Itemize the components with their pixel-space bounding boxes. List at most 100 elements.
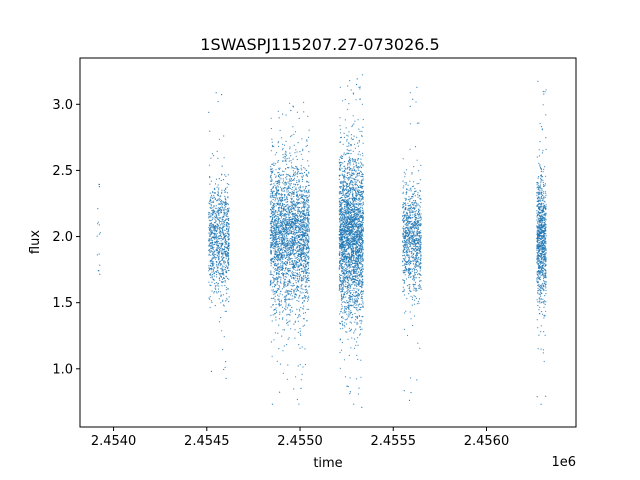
- scatter-point: [270, 177, 272, 179]
- scatter-point: [304, 266, 306, 268]
- scatter-point: [292, 298, 294, 300]
- scatter-point: [348, 303, 350, 305]
- scatter-point: [355, 200, 357, 202]
- scatter-point: [303, 234, 306, 236]
- scatter-point: [356, 184, 358, 186]
- scatter-point: [302, 194, 304, 196]
- scatter-point: [278, 324, 280, 326]
- scatter-point: [298, 209, 300, 211]
- scatter-point: [291, 162, 293, 164]
- scatter-point: [211, 209, 213, 212]
- scatter-point: [223, 248, 225, 251]
- scatter-point: [273, 243, 275, 245]
- scatter-point: [98, 186, 100, 188]
- scatter-point: [359, 333, 361, 335]
- scatter-point: [293, 172, 295, 174]
- scatter-point: [301, 237, 303, 239]
- scatter-point: [298, 300, 300, 302]
- scatter-point: [219, 260, 221, 262]
- scatter-point: [357, 159, 359, 161]
- scatter-point: [286, 299, 288, 301]
- scatter-point: [209, 226, 212, 228]
- scatter-point: [338, 198, 340, 200]
- scatter-point: [287, 201, 289, 203]
- scatter-point: [290, 263, 292, 265]
- scatter-point: [211, 273, 214, 276]
- scatter-point: [308, 249, 310, 251]
- scatter-point: [361, 180, 363, 182]
- scatter-point: [223, 251, 225, 253]
- scatter-point: [305, 277, 307, 279]
- scatter-point: [360, 291, 362, 293]
- scatter-point: [302, 264, 304, 266]
- scatter-point: [226, 250, 228, 252]
- scatter-point: [293, 179, 295, 181]
- scatter-point: [219, 220, 221, 222]
- scatter-point: [277, 181, 279, 183]
- scatter-point: [352, 229, 354, 231]
- scatter-point: [212, 269, 215, 271]
- scatter-point: [211, 219, 213, 221]
- scatter-point: [221, 244, 224, 246]
- scatter-point: [273, 183, 275, 185]
- scatter-point: [360, 212, 362, 214]
- scatter-point: [279, 293, 281, 295]
- scatter-point: [305, 190, 308, 192]
- scatter-point: [294, 264, 296, 266]
- scatter-point: [270, 195, 272, 197]
- scatter-point: [283, 196, 285, 198]
- scatter-point: [341, 301, 343, 303]
- scatter-point: [300, 387, 302, 389]
- scatter-point: [357, 243, 359, 245]
- scatter-point: [297, 196, 299, 198]
- scatter-point: [282, 232, 284, 235]
- scatter-point: [275, 236, 277, 238]
- scatter-point: [346, 193, 348, 195]
- scatter-point: [278, 288, 280, 290]
- scatter-point: [223, 274, 225, 276]
- scatter-point: [287, 204, 289, 206]
- scatter-point: [224, 208, 226, 210]
- scatter-point: [354, 250, 356, 252]
- scatter-point: [210, 157, 212, 159]
- scatter-point: [282, 273, 284, 275]
- scatter-point: [278, 237, 280, 239]
- scatter-point: [301, 346, 303, 348]
- scatter-point: [277, 233, 279, 235]
- scatter-point: [271, 168, 273, 170]
- scatter-point: [280, 232, 282, 234]
- scatter-point: [298, 231, 300, 233]
- scatter-point: [350, 239, 352, 242]
- scatter-point: [348, 143, 350, 145]
- scatter-point: [285, 168, 287, 170]
- scatter-point: [214, 238, 216, 240]
- scatter-point: [276, 198, 279, 200]
- scatter-point: [286, 253, 288, 255]
- scatter-point: [297, 317, 299, 319]
- scatter-point: [303, 259, 305, 261]
- scatter-point: [283, 239, 285, 241]
- scatter-point: [218, 199, 220, 201]
- scatter-point: [282, 147, 284, 149]
- scatter-point: [302, 206, 304, 208]
- scatter-point: [278, 229, 280, 231]
- scatter-point: [224, 197, 226, 199]
- scatter-point: [276, 230, 278, 232]
- scatter-point: [282, 207, 285, 210]
- scatter-point: [349, 215, 351, 217]
- scatter-point: [272, 260, 275, 262]
- scatter-point: [225, 212, 227, 214]
- scatter-point: [212, 252, 214, 255]
- scatter-point: [215, 271, 218, 273]
- scatter-point: [225, 223, 228, 225]
- scatter-point: [227, 269, 229, 272]
- scatter-point: [291, 218, 293, 221]
- scatter-point: [303, 189, 305, 191]
- scatter-point: [226, 251, 229, 253]
- scatter-point: [217, 237, 219, 239]
- scatter-point: [214, 254, 216, 256]
- scatter-point: [271, 207, 274, 209]
- scatter-point: [339, 117, 341, 119]
- scatter-point: [347, 200, 349, 202]
- scatter-point: [271, 233, 273, 235]
